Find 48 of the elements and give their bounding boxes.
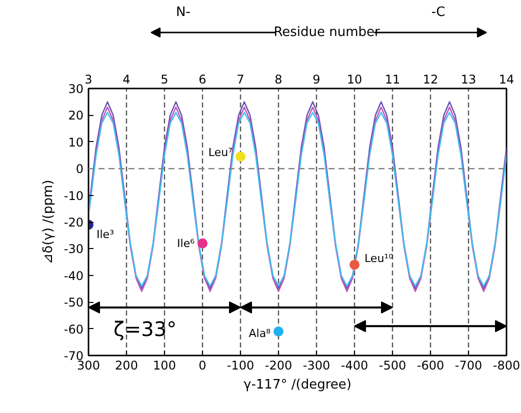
x-tick-label: -800 bbox=[492, 358, 520, 372]
annotation: Leu¹⁰ bbox=[364, 252, 394, 266]
x2-tick-label: 7 bbox=[236, 72, 244, 86]
x2-tick-label: 11 bbox=[384, 72, 400, 86]
y-tick-label: 30 bbox=[68, 82, 84, 96]
annotation: Ala⁸ bbox=[248, 326, 272, 340]
x-tick-label: 100 bbox=[153, 358, 176, 372]
x2-tick-label: 3 bbox=[84, 72, 92, 86]
y-axis-title: ⊿δ(γ) /(ppm) bbox=[40, 180, 56, 264]
x-tick-label: -500 bbox=[378, 358, 406, 372]
x2-tick-label: 13 bbox=[460, 72, 476, 86]
x2-tick-label: 10 bbox=[346, 72, 362, 86]
x2-tick-label: 5 bbox=[160, 72, 168, 86]
x2-tick-label: 8 bbox=[274, 72, 282, 86]
y-tick-label: -60 bbox=[64, 322, 84, 336]
y-tick-label: -40 bbox=[64, 268, 84, 283]
x2-tick-label: 14 bbox=[498, 72, 514, 86]
x-tick-label: -400 bbox=[340, 358, 368, 372]
annotation: Ile⁶ bbox=[177, 236, 196, 250]
x-tick-label: -600 bbox=[416, 358, 444, 372]
y-tick-label: 0 bbox=[76, 162, 84, 176]
x2-tick-label: 9 bbox=[312, 72, 320, 86]
annotation: ζ=33° bbox=[114, 316, 177, 341]
y-tick-label: -10 bbox=[64, 188, 84, 203]
annotation: Ile³ bbox=[96, 228, 114, 242]
x2-tick-label: 12 bbox=[422, 72, 438, 86]
point bbox=[274, 326, 284, 336]
text: N- bbox=[176, 5, 191, 20]
y-tick-label: -30 bbox=[64, 242, 84, 256]
y-tick-label: 10 bbox=[68, 135, 84, 150]
point bbox=[198, 238, 208, 248]
x2-axis-title: Residue number bbox=[274, 25, 381, 40]
x-tick-label: -300 bbox=[302, 358, 330, 372]
x-tick-label: 200 bbox=[115, 358, 138, 372]
x2-tick-label: 6 bbox=[198, 72, 206, 86]
y-tick-label: -50 bbox=[64, 296, 84, 310]
point bbox=[236, 152, 246, 162]
annotation: Leu⁷ bbox=[208, 146, 233, 160]
x-tick-label: -700 bbox=[454, 358, 482, 372]
x-tick-label: -200 bbox=[264, 358, 292, 372]
point bbox=[350, 260, 360, 270]
x-axis-title: γ-117° /(degree) bbox=[244, 378, 352, 392]
y-tick-label: -20 bbox=[64, 216, 84, 230]
text: -C bbox=[431, 5, 446, 20]
y-tick-label: 20 bbox=[68, 108, 84, 123]
x2-tick-label: 4 bbox=[122, 72, 130, 86]
x-tick-label: -100 bbox=[226, 358, 254, 372]
x-tick-label: 0 bbox=[198, 358, 206, 372]
